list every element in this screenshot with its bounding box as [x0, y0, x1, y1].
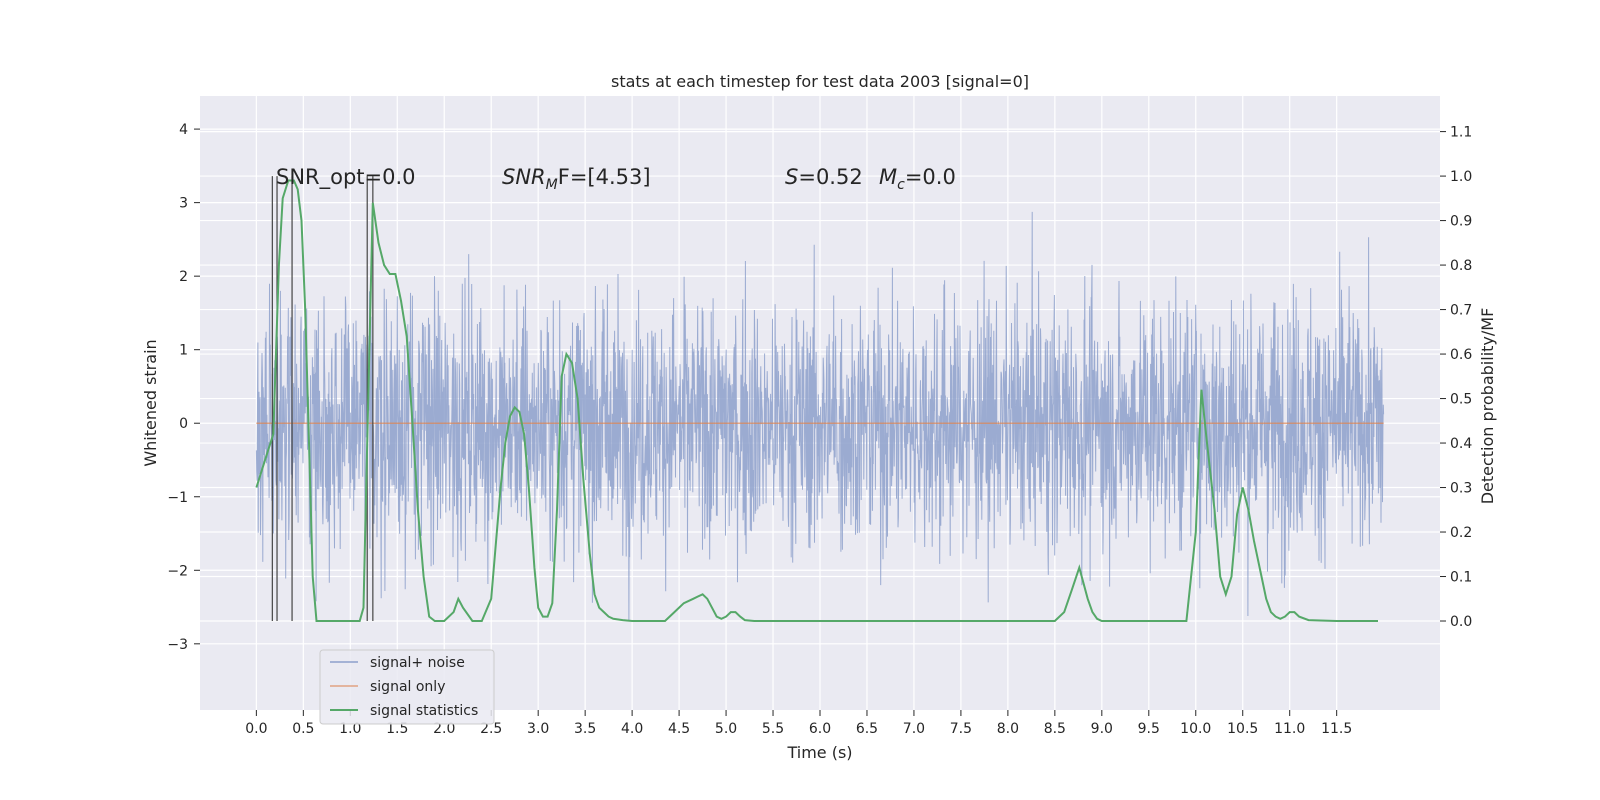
x-tick-label: 5.5 [762, 721, 784, 737]
annotation-snr-mf-subscript: M [546, 177, 558, 193]
x-tick-label: 2.0 [433, 721, 455, 737]
x-tick-label: 1.5 [386, 721, 408, 737]
x-tick-label: 9.5 [1138, 721, 1160, 737]
x-tick-label: 6.5 [856, 721, 878, 737]
y2-tick-label: 0.4 [1450, 436, 1472, 452]
y2-tick-label: 0.7 [1450, 303, 1472, 319]
signal-statistics-line [255, 179, 1378, 622]
annotation-mc-subscript: c [897, 177, 905, 193]
y2-tick-label: 0.9 [1450, 214, 1472, 230]
y2-tick-label: 0.0 [1450, 614, 1472, 630]
annotation-snr-mf-symbol: SNR [502, 165, 546, 189]
annotation-snr-opt: SNR_opt=0.0 [276, 165, 416, 190]
x-tick-label: 5.0 [715, 721, 737, 737]
y2-tick-label: 1.1 [1450, 125, 1472, 141]
y-tick-label: 1 [179, 343, 188, 359]
x-tick-label: 6.0 [809, 721, 831, 737]
x-tick-label: 9.0 [1091, 721, 1113, 737]
y2-tick-label: 0.3 [1450, 481, 1472, 497]
y2-tick-label: 0.1 [1450, 570, 1472, 586]
annotation-snr-mf: SNRMF=[4.53] [502, 165, 651, 193]
y2-axis-ticks: 1.1 1.0 0.9 0.8 0.7 0.6 0.5 0.4 0.3 0.2 0.1 0.0 [1440, 125, 1472, 630]
y2-axis-title: Detection probability/MF [1478, 308, 1497, 505]
y-tick-label: 4 [179, 122, 188, 138]
x-tick-label: 0.5 [292, 721, 314, 737]
legend-box [319, 649, 495, 725]
x-axis-title: Time (s) [786, 743, 852, 762]
annotation-mc-symbol: M [879, 165, 897, 189]
y2-tick-label: 1.0 [1450, 169, 1472, 185]
annotation-s: S=0.52 [785, 165, 863, 189]
x-axis-ticks: 0.0 0.5 1.0 1.5 2.0 2.5 3.0 3.5 4.0 4.5 5.0 5.5 6.0 6… [245, 710, 1352, 737]
y2-tick-label: 0.6 [1450, 347, 1472, 363]
y-tick-label: 0 [179, 416, 188, 432]
x-tick-label: 7.0 [903, 721, 925, 737]
x-tick-label: 11.0 [1274, 721, 1305, 737]
x-tick-label: 8.0 [997, 721, 1019, 737]
y2-tick-label: 0.2 [1450, 525, 1472, 541]
legend-label-signal-statistics: signal statistics [370, 703, 478, 719]
y-tick-label: 2 [179, 269, 188, 285]
y-axis-ticks: 4 3 2 1 0 −1 −2 −3 [167, 122, 200, 653]
x-tick-label: 4.0 [621, 721, 643, 737]
annotation-s-value: =0.52 [798, 165, 862, 189]
x-tick-label: 2.5 [480, 721, 502, 737]
annotation-snr-mf-value: F=[4.53] [558, 165, 651, 189]
annotation-mc: Mc=0.0 [879, 165, 956, 193]
annotation-s-symbol: S [785, 165, 798, 189]
x-tick-label: 3.0 [527, 721, 549, 737]
x-tick-label: 11.5 [1321, 721, 1352, 737]
series-signal-noise [255, 211, 1385, 621]
x-tick-label: 1.0 [339, 721, 361, 737]
annotation-mc-value: =0.0 [905, 165, 956, 189]
y2-tick-label: 0.8 [1450, 258, 1472, 274]
legend-label-signal-noise: signal+ noise [370, 655, 465, 671]
x-tick-label: 7.5 [950, 721, 972, 737]
y-tick-label: −3 [167, 637, 188, 653]
x-tick-label: 8.5 [1044, 721, 1066, 737]
signal-noise-line [255, 211, 1385, 621]
chart-title: stats at each timestep for test data 200… [611, 72, 1029, 91]
x-tick-label: 3.5 [574, 721, 596, 737]
y-tick-label: −2 [167, 563, 188, 579]
y-tick-label: −1 [167, 490, 188, 506]
legend: signal+ noise signal only signal statist… [319, 649, 495, 725]
series-signal-statistics [255, 179, 1378, 622]
y2-tick-label: 0.5 [1450, 392, 1472, 408]
legend-label-signal-only: signal only [370, 679, 445, 695]
y-tick-label: 3 [179, 196, 188, 212]
x-tick-label: 4.5 [668, 721, 690, 737]
x-tick-label: 10.5 [1227, 721, 1258, 737]
y-axis-title: Whitened strain [141, 339, 160, 466]
x-tick-label: 0.0 [245, 721, 267, 737]
x-tick-label: 10.0 [1180, 721, 1211, 737]
vertical-markers [271, 176, 374, 622]
